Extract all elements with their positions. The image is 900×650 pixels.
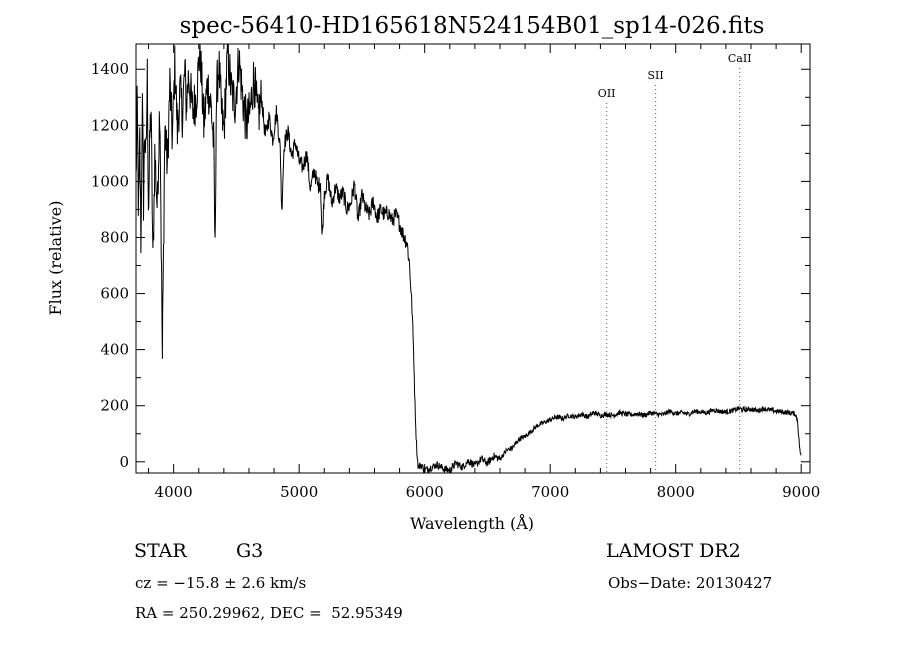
line-markers: OII SII CaII [598, 52, 752, 473]
x-tick-label: 7000 [531, 483, 569, 501]
y-tick-label: 400 [100, 341, 129, 359]
object-class: STAR [134, 540, 187, 562]
x-tick-label: 9000 [782, 483, 820, 501]
y-tick-label: 1200 [91, 116, 129, 134]
observation-date: Obs−Date: 20130427 [608, 574, 773, 592]
y-tick-label: 800 [100, 228, 129, 246]
spectral-subclass: G3 [236, 540, 264, 562]
y-axis-label: Flux (relative) [46, 201, 65, 316]
chart-title: spec-56410-HD165618N524154B01_sp14-026.f… [180, 13, 765, 39]
plot-frame [135, 43, 811, 474]
x-tick-label: 6000 [406, 483, 444, 501]
marker-label-oii: OII [598, 87, 616, 100]
survey-release: LAMOST DR2 [606, 540, 741, 562]
x-axis-label: Wavelength (Å) [410, 513, 534, 533]
x-tick-label: 4000 [155, 483, 193, 501]
x-tick-label: 5000 [280, 483, 318, 501]
y-tick-label: 1000 [91, 172, 129, 190]
spectrum-line [135, 43, 802, 475]
sky-coordinates: RA = 250.29962, DEC = 52.95349 [135, 604, 403, 622]
y-tick-label: 200 [100, 397, 129, 415]
spectrum-series [135, 43, 802, 475]
marker-label-sii: SII [648, 69, 664, 82]
y-tick-label: 600 [100, 285, 129, 303]
y-tick-label: 0 [119, 453, 129, 471]
y-tick-label: 1400 [91, 60, 129, 78]
radial-velocity: cz = −15.8 ± 2.6 km/s [135, 574, 307, 592]
marker-label-caii: CaII [728, 52, 752, 65]
x-tick-label: 8000 [657, 483, 695, 501]
axes: 4000 5000 6000 7000 8000 9000 0 200 400 600 800 100… [91, 43, 820, 501]
